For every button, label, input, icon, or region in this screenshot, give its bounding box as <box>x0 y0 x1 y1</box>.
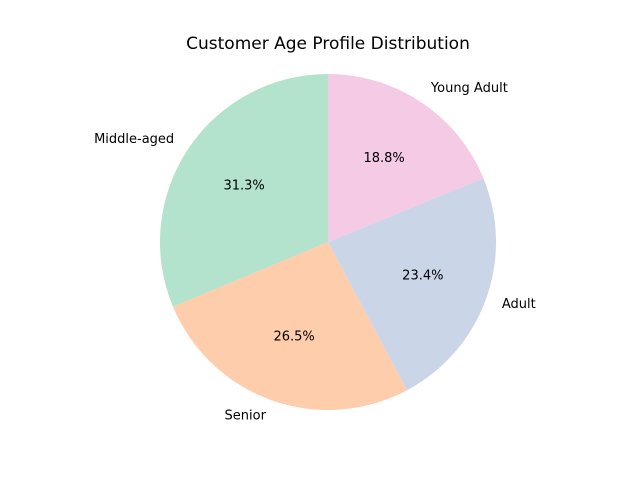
slice-label-senior: Senior <box>225 409 267 424</box>
pie-slice-middle-aged <box>159 74 328 307</box>
pie-slice-young-adult <box>328 74 484 242</box>
slice-percent-senior: 26.5% <box>273 329 314 344</box>
pie-slice-adult <box>328 178 496 391</box>
slice-label-middle-aged: Middle-aged <box>94 132 174 147</box>
slice-percent-adult: 23.4% <box>402 269 443 284</box>
chart-title: Customer Age Profile Distribution <box>186 34 470 54</box>
pie-slices <box>159 74 496 410</box>
slice-percent-young-adult: 18.8% <box>363 151 404 166</box>
pie-labels: Middle-aged 31.3% Senior 26.5% Adult 23.4% You… <box>94 81 536 424</box>
slice-label-adult: Adult <box>502 297 536 312</box>
slice-label-young-adult: Young Adult <box>430 81 508 96</box>
pie-slice-senior <box>172 242 408 410</box>
slice-percent-middle-aged: 31.3% <box>223 179 264 194</box>
